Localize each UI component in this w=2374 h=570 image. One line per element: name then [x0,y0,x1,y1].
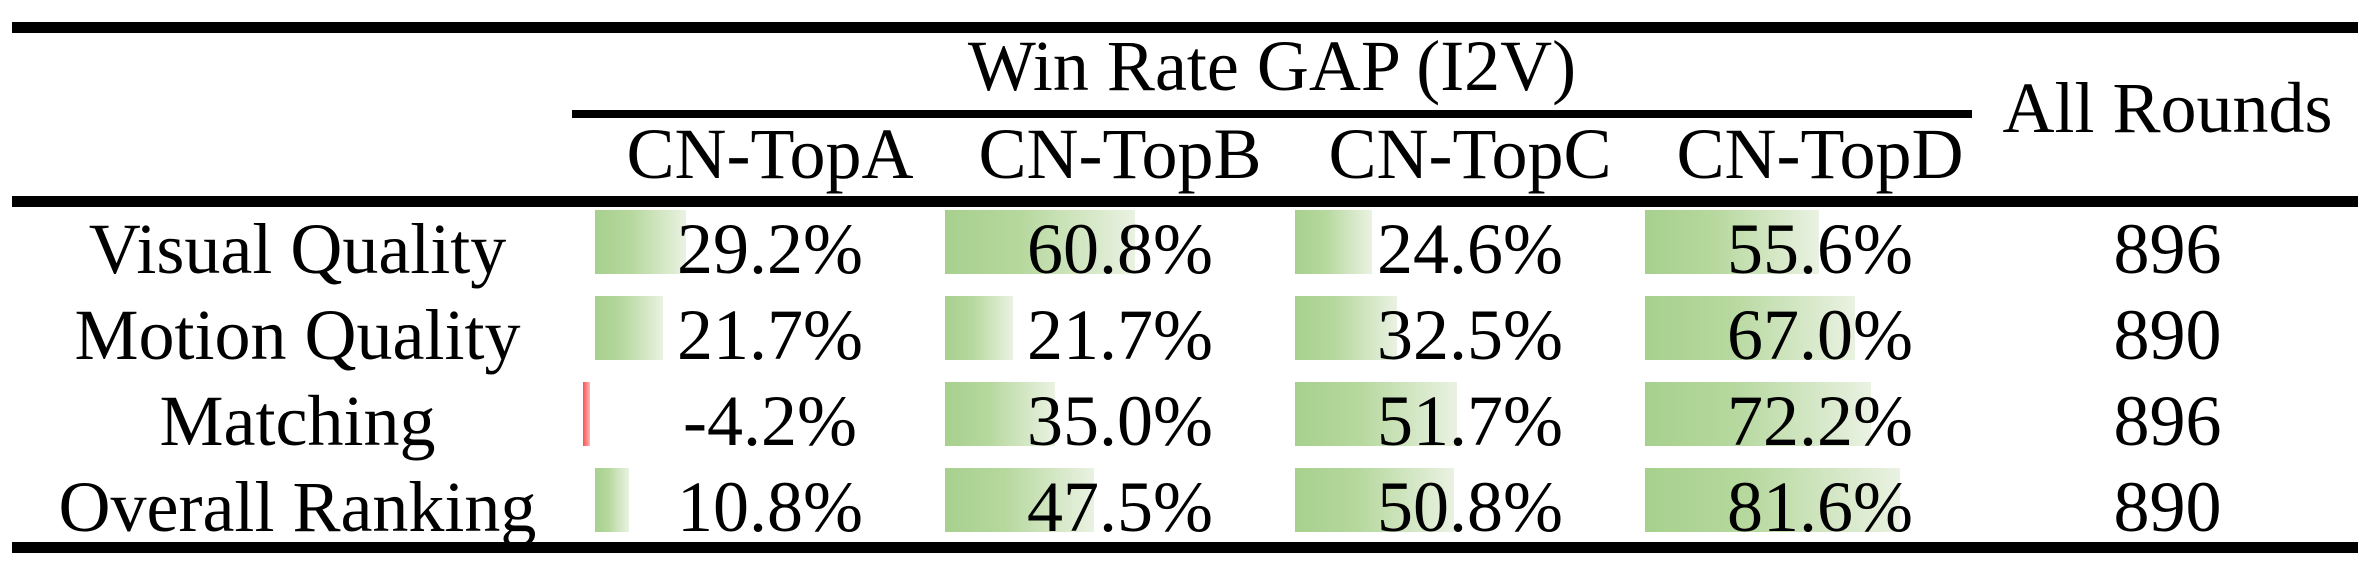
cell-overall-ranking-all-rounds: 890 [2113,466,2222,547]
win-rate-databar [945,296,1013,360]
cell-visual-quality-cn-topc: 24.6% [1295,206,1645,292]
win-rate-value: 29.2% [677,208,863,289]
win-rate-databar [945,210,1136,274]
cell-overall-ranking-cn-topb: 47.5% [945,464,1295,550]
cell-matching-cn-topb: 35.0% [945,378,1295,464]
cell-visual-quality-all-rounds: 896 [2113,208,2222,289]
win-rate-value: 50.8% [1377,466,1563,547]
cell-visual-quality-cn-topa: 29.2% [595,206,945,292]
table-row: Overall Ranking 10.8% 47.5% 50.8% 81.6% … [0,464,2374,550]
cell-motion-quality-cn-topd: 67.0% [1645,292,1995,378]
table-row: Motion Quality 21.7% 21.7% 32.5% 67.0% 8… [0,292,2374,378]
win-rate-databar [595,210,687,274]
cell-visual-quality-cn-topb: 60.8% [945,206,1295,292]
win-rate-value: 67.0% [1727,294,1913,375]
win-rate-databar [1645,468,1901,532]
win-rate-databar [1295,296,1397,360]
win-rate-databar [595,468,629,532]
win-rate-value: 60.8% [1027,208,1213,289]
win-rate-databar [1645,382,1871,446]
cell-motion-quality-cn-topc: 32.5% [1295,292,1645,378]
cell-matching-cn-topa: -4.2% [583,378,945,464]
win-rate-databar [1645,296,1855,360]
column-header-all-rounds: All Rounds [2002,67,2333,148]
win-rate-value: 21.7% [1027,294,1213,375]
win-rate-value: 47.5% [1027,466,1213,547]
row-label-motion-quality: Motion Quality [74,294,521,375]
win-rate-databar-negative [583,382,590,446]
table-title: Win Rate GAP (I2V) [967,25,1577,106]
table-row: Visual Quality 29.2% 60.8% 24.6% 55.6% 8… [0,206,2374,292]
header-separator-rule [12,196,2358,207]
win-rate-value: 10.8% [677,466,863,547]
cell-overall-ranking-cn-topa: 10.8% [595,464,945,550]
cell-motion-quality-cn-topb: 21.7% [945,292,1295,378]
row-label-matching: Matching [159,380,436,461]
row-label-visual-quality: Visual Quality [88,208,507,289]
table-top-rule [12,22,2358,33]
win-rate-databar [1295,468,1454,532]
win-rate-value: 21.7% [677,294,863,375]
column-header-cn-topc: CN-TopC [1328,113,1612,194]
cell-visual-quality-cn-topd: 55.6% [1645,206,1995,292]
cell-overall-ranking-cn-topc: 50.8% [1295,464,1645,550]
column-header-cn-topb: CN-TopB [978,113,1262,194]
win-rate-databar [945,382,1055,446]
table-bottom-rule [12,542,2358,553]
cell-motion-quality-all-rounds: 890 [2113,294,2222,375]
cell-motion-quality-cn-topa: 21.7% [595,292,945,378]
win-rate-value: 72.2% [1727,380,1913,461]
win-rate-databar [1295,382,1457,446]
win-rate-databar [945,468,1094,532]
row-label-overall-ranking: Overall Ranking [58,466,537,547]
win-rate-value: -4.2% [683,380,857,461]
cell-matching-all-rounds: 896 [2113,380,2222,461]
win-rate-value: 55.6% [1727,208,1913,289]
win-rate-databar [595,296,663,360]
win-rate-databar [1295,210,1372,274]
table-row: Matching -4.2% 35.0% 51.7% 72.2% 896 [0,378,2374,464]
win-rate-value: 51.7% [1377,380,1563,461]
win-rate-value: 24.6% [1377,208,1563,289]
cell-matching-cn-topc: 51.7% [1295,378,1645,464]
column-header-cn-topd: CN-TopD [1676,113,1964,194]
header-span-rule [572,110,1972,118]
column-header-cn-topa: CN-TopA [626,113,914,194]
cell-matching-cn-topd: 72.2% [1645,378,1995,464]
win-rate-value: 32.5% [1377,294,1563,375]
cell-overall-ranking-cn-topd: 81.6% [1645,464,1995,550]
win-rate-value: 35.0% [1027,380,1213,461]
win-rate-databar [1645,210,1819,274]
win-rate-value: 81.6% [1727,466,1913,547]
